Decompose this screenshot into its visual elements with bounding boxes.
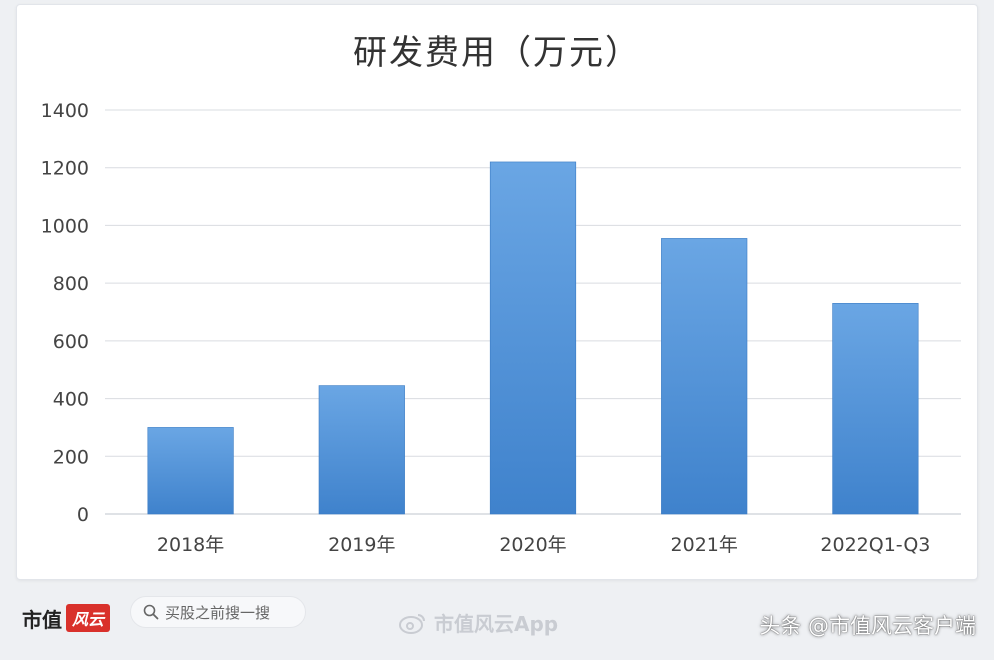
bar-3 — [661, 238, 748, 515]
logo-text: 市值 — [22, 607, 62, 632]
search-icon — [143, 604, 159, 620]
chart-card: 研发费用（万元） 0 200 400 600 800 1000 1200 1400 2018年… — [16, 4, 978, 580]
bar-0 — [147, 427, 234, 515]
chart-title: 研发费用（万元） — [353, 33, 641, 73]
x-tick-label: 2021年 — [671, 534, 738, 556]
brand-logo[interactable]: 市值 风云 — [22, 602, 111, 634]
y-tick-label: 0 — [77, 504, 89, 526]
y-tick-label: 200 — [53, 446, 89, 468]
x-tick-label: 2020年 — [499, 534, 566, 556]
y-tick-label: 600 — [53, 331, 89, 353]
weibo-icon — [399, 613, 425, 634]
search-box[interactable]: 买股之前搜一搜 — [130, 596, 306, 628]
x-tick-label: 2018年 — [157, 534, 224, 556]
app-watermark: 市值风云App — [398, 608, 558, 637]
logo-badge: 风云 — [66, 604, 111, 632]
bottom-bar: 市值 风云 买股之前搜一搜 市值风云App 头条 @市值风云客户端 — [0, 590, 994, 660]
y-tick-label: 400 — [53, 389, 89, 411]
y-tick-label: 1400 — [41, 100, 89, 122]
app-watermark-text: 市值风云App — [434, 612, 559, 636]
y-tick-label: 1000 — [41, 215, 89, 237]
bar-1 — [318, 385, 405, 515]
y-tick-label: 1200 — [41, 158, 89, 180]
y-tick-label: 800 — [53, 273, 89, 295]
bar-2 — [489, 161, 577, 515]
bar-chart: 0 200 400 600 800 1000 1200 1400 2018年 2019年 2020… — [41, 100, 961, 556]
x-tick-label: 2019年 — [328, 534, 395, 556]
source-credit: 头条 @市值风云客户端 — [759, 614, 976, 638]
bar-4 — [832, 303, 919, 515]
search-placeholder: 买股之前搜一搜 — [165, 603, 271, 622]
x-tick-label: 2022Q1-Q3 — [820, 534, 930, 556]
